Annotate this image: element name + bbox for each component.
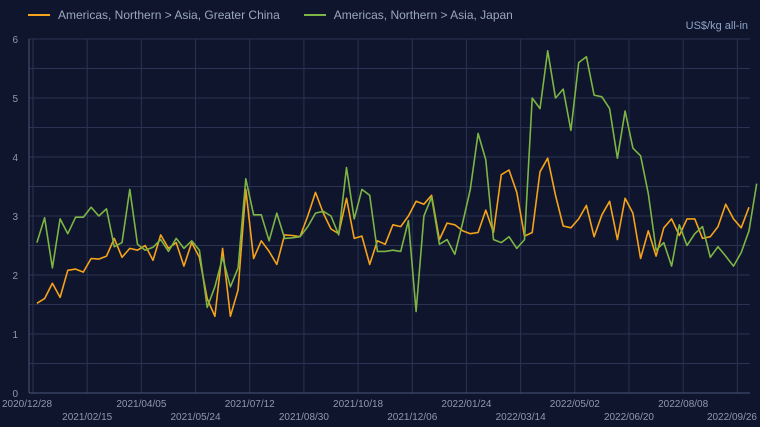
- x-tick-label: 2020/12/28: [2, 399, 52, 410]
- y-tick-label: 6: [12, 35, 18, 46]
- y-tick-label: 2: [12, 271, 18, 282]
- legend-swatch-greater-china: [28, 14, 50, 16]
- x-tick-label: 2021/12/06: [387, 412, 437, 423]
- grid-lines: [28, 38, 750, 394]
- legend-item-japan[interactable]: Americas, Northern > Asia, Japan: [303, 8, 513, 22]
- y-tick-label: 0: [12, 389, 18, 400]
- y-tick-label: 4: [12, 153, 18, 164]
- series-lines: [36, 49, 758, 318]
- legend-swatch-japan: [303, 14, 326, 16]
- x-tick-label: 2022/05/02: [550, 399, 600, 410]
- y-tick-label: 1: [12, 330, 18, 341]
- x-tick-label: 2021/07/12: [225, 399, 275, 410]
- x-axis-ticks: 2020/12/28 2021/02/15 2021/04/05 2021/05/24…: [2, 399, 757, 423]
- x-tick-label: 2022/09/26: [707, 412, 757, 423]
- x-tick-label: 2021/10/18: [333, 399, 383, 410]
- unit-label: US$/kg all-in: [685, 20, 748, 32]
- series-line-japan: [36, 49, 758, 313]
- legend-label-greater-china: Americas, Northern > Asia, Greater China: [58, 8, 280, 22]
- series-line-greater-china: [36, 157, 750, 318]
- x-tick-label: 2021/08/30: [279, 412, 329, 423]
- x-tick-label: 2022/08/08: [658, 399, 708, 410]
- x-tick-label: 2021/04/05: [116, 399, 166, 410]
- legend-label-japan: Americas, Northern > Asia, Japan: [333, 8, 513, 22]
- x-tick-label: 2021/02/15: [62, 412, 112, 423]
- y-tick-label: 5: [12, 94, 18, 105]
- x-tick-label: 2021/05/24: [171, 412, 221, 423]
- x-tick-label: 2022/03/14: [496, 412, 546, 423]
- x-tick-label: 2022/06/20: [604, 412, 654, 423]
- chart-legend: Americas, Northern > Asia, Greater China…: [28, 8, 513, 22]
- y-axis-ticks: 0 1 2 3 4 5 6: [12, 35, 18, 400]
- y-tick-label: 3: [12, 212, 18, 223]
- x-tick-label: 2022/01/24: [441, 399, 491, 410]
- legend-item-greater-china[interactable]: Americas, Northern > Asia, Greater China: [28, 8, 280, 22]
